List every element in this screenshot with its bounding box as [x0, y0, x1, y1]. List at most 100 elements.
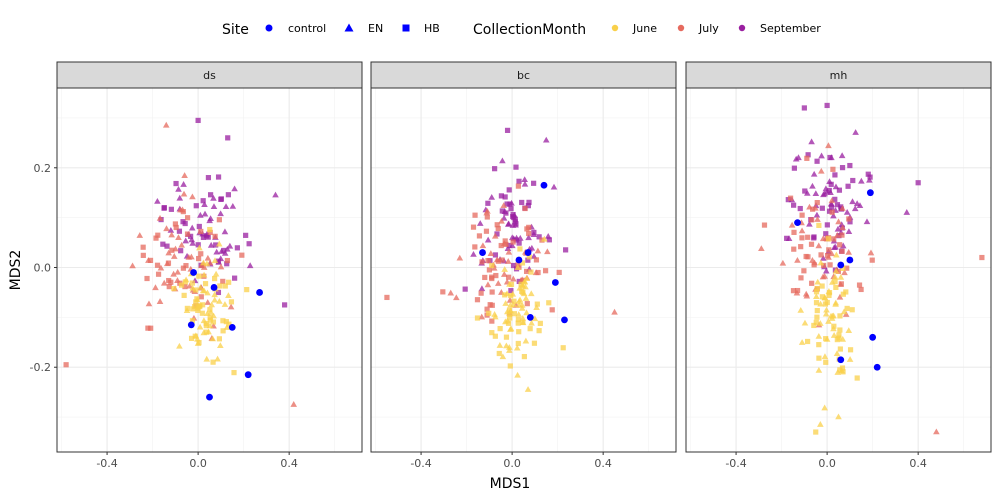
data-point-september [504, 201, 510, 207]
data-point-june [832, 267, 840, 274]
data-point-july [809, 217, 815, 223]
data-point-june [817, 421, 824, 427]
data-point-september [563, 247, 569, 253]
data-point-july [825, 252, 831, 259]
data-point-june [181, 292, 187, 298]
data-point-july [479, 242, 487, 249]
data-point-july [869, 257, 875, 263]
data-point-june [527, 326, 533, 332]
data-point-september [154, 197, 161, 204]
data-point-september [215, 258, 222, 264]
data-point-september [847, 219, 853, 225]
data-point-june [209, 335, 217, 342]
data-point-control [837, 356, 845, 364]
data-point-june [836, 332, 842, 338]
data-point-july [504, 258, 512, 264]
data-point-september [811, 235, 817, 241]
data-point-september [852, 129, 859, 135]
data-point-july [811, 259, 818, 266]
data-point-june [193, 287, 199, 293]
data-point-july [170, 270, 177, 277]
data-point-july [534, 247, 542, 254]
data-point-july [140, 244, 146, 250]
data-point-september [827, 154, 833, 161]
data-point-september [521, 180, 529, 187]
data-point-september [488, 194, 496, 200]
data-point-september [508, 288, 514, 294]
legend-label-september: September [760, 22, 821, 35]
data-point-september [806, 220, 813, 227]
data-point-june [521, 353, 527, 360]
data-point-june [506, 344, 513, 350]
data-point-september [832, 183, 840, 190]
data-point-july [173, 224, 179, 231]
data-point-july [835, 268, 842, 274]
data-point-september [499, 208, 505, 214]
data-point-july [838, 281, 844, 287]
data-point-july [484, 281, 492, 288]
data-point-september [839, 165, 846, 171]
data-point-july [798, 227, 806, 234]
data-point-june [210, 359, 216, 365]
data-point-september [200, 198, 206, 204]
data-point-september [215, 174, 222, 180]
data-point-july [520, 277, 526, 283]
data-point-september [866, 176, 873, 183]
data-point-june [815, 366, 823, 373]
data-point-june [522, 337, 530, 344]
data-point-september [531, 180, 537, 186]
data-point-september [234, 245, 240, 251]
data-point-september [243, 232, 249, 238]
data-point-september [823, 188, 831, 195]
data-point-july [166, 284, 172, 290]
data-point-june [523, 275, 531, 281]
data-point-control [515, 256, 523, 264]
data-point-september [797, 205, 803, 212]
data-point-june [814, 307, 820, 314]
legend-label-july: July [698, 22, 719, 35]
data-point-june [211, 257, 219, 264]
data-point-september [791, 165, 797, 171]
x-axis-title: MDS1 [490, 476, 531, 492]
data-point-june [813, 300, 820, 306]
x-tick-label: 0.4 [594, 457, 612, 470]
data-point-june [514, 264, 522, 271]
data-point-september [203, 230, 211, 237]
data-point-june [514, 371, 521, 378]
x-tick-label: 0.4 [280, 457, 298, 470]
data-point-july [803, 253, 809, 260]
data-point-june [835, 413, 842, 420]
data-point-september [856, 202, 864, 209]
data-point-july [556, 269, 562, 276]
data-point-july [155, 271, 162, 277]
data-point-july [846, 216, 852, 222]
data-point-june [195, 304, 201, 310]
data-point-september [210, 194, 217, 201]
data-point-june [531, 340, 538, 346]
data-point-june [503, 334, 510, 340]
data-point-june [528, 319, 535, 326]
data-point-july [456, 254, 464, 261]
data-point-july [239, 252, 245, 258]
data-point-june [825, 318, 832, 324]
data-point-june [207, 314, 213, 321]
data-point-september [506, 187, 512, 193]
facet-panels: ds -0.4 0.0 0.4 -0.2 0.0 0.2 bc -0.4 0.0 0.4 mh -0.4… [30, 61, 992, 470]
data-point-june [834, 369, 842, 375]
data-point-september [221, 228, 229, 235]
data-point-july [182, 284, 188, 290]
data-point-july [810, 206, 816, 212]
data-point-july [494, 280, 502, 286]
x-tick-label: 0.4 [909, 457, 927, 470]
data-point-control [837, 261, 845, 269]
data-point-july [802, 290, 810, 297]
data-point-june [528, 269, 534, 275]
data-point-june [821, 404, 828, 411]
x-tick-label: -0.4 [96, 457, 117, 470]
data-point-june [200, 302, 206, 308]
data-point-june [208, 301, 216, 308]
data-point-september [470, 250, 477, 257]
data-point-june [226, 321, 232, 327]
data-point-june [496, 342, 504, 348]
data-point-june [506, 347, 513, 353]
